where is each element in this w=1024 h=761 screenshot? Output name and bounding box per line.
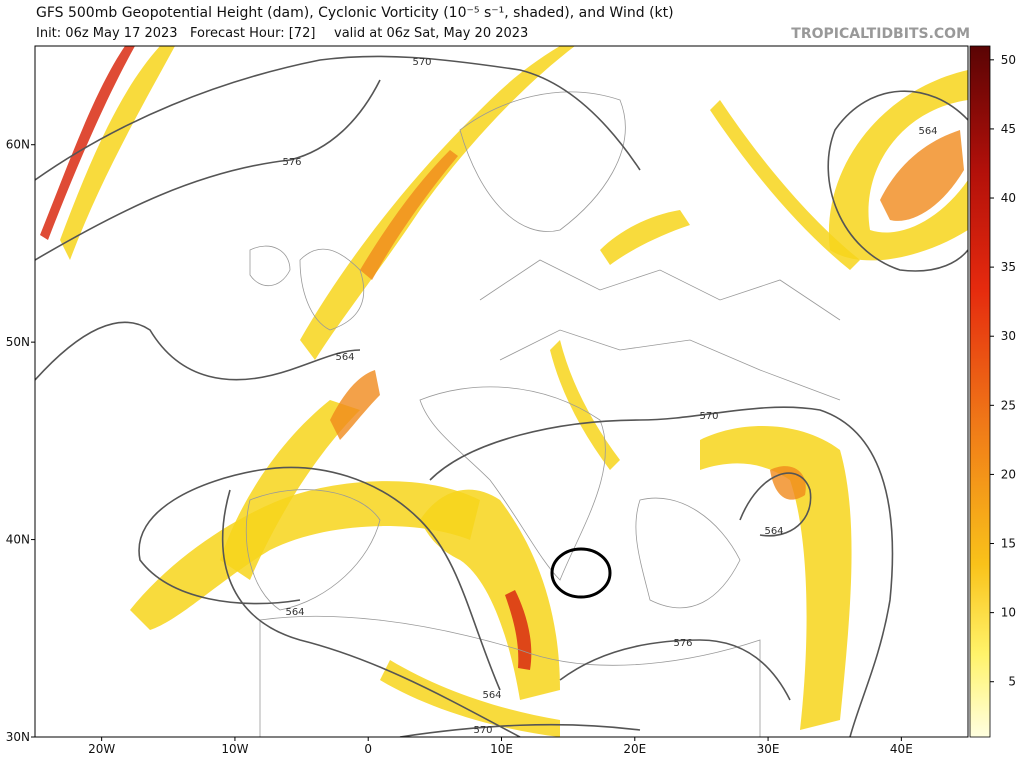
- colorbar-tick-label: 10: [1001, 606, 1016, 620]
- contour-label: 564: [285, 607, 304, 618]
- valid-time: valid at 06z Sat, May 20 2023: [334, 26, 528, 41]
- colorbar: [969, 45, 991, 738]
- y-tick-label: 30N: [6, 730, 30, 744]
- colorbar-tick-label: 50: [1001, 53, 1016, 67]
- x-tick-label: 0: [364, 742, 372, 756]
- map-area: 570 576 564 564 570 564 564 576 564 570: [35, 46, 968, 737]
- watermark: TROPICALTIDBITS.COM: [791, 26, 970, 42]
- contour-label: 564: [918, 126, 937, 137]
- height-contours: [35, 55, 968, 737]
- x-tick-label: 10W: [221, 742, 248, 756]
- contour-label: 564: [764, 526, 783, 537]
- vorticity-shading: [40, 46, 968, 737]
- contour-label: 576: [282, 157, 301, 168]
- x-tick-label: 40E: [890, 742, 913, 756]
- coastlines: [245, 91, 841, 737]
- contour-labels: 570 576 564 564 570 564 564 576 564 570: [282, 57, 937, 736]
- colorbar-tick-label: 20: [1001, 467, 1016, 481]
- x-tick-label: 10E: [490, 742, 513, 756]
- colorbar-tick-label: 45: [1001, 122, 1016, 136]
- colorbar-tick-label: 30: [1001, 329, 1016, 343]
- highlight-circle: [550, 547, 612, 599]
- y-tick-label: 60N: [6, 138, 30, 152]
- x-tick-label: 20W: [88, 742, 115, 756]
- contour-label: 570: [699, 411, 718, 422]
- colorbar-tick-label: 5: [1008, 675, 1016, 689]
- colorbar-tick-label: 25: [1001, 398, 1016, 412]
- colorbar-tick-label: 15: [1001, 537, 1016, 551]
- x-tick-label: 30E: [757, 742, 780, 756]
- contour-label: 570: [473, 725, 492, 736]
- contour-label: 570: [412, 57, 431, 68]
- title: GFS 500mb Geopotential Height (dam), Cyc…: [36, 5, 674, 21]
- contour-label: 564: [482, 690, 501, 701]
- x-tick-label: 20E: [623, 742, 646, 756]
- colorbar-tick-label: 40: [1001, 191, 1016, 205]
- y-tick-label: 40N: [6, 533, 30, 547]
- contour-label: 576: [673, 638, 692, 649]
- contour-label: 564: [335, 352, 354, 363]
- forecast-hour: Forecast Hour: [72]: [190, 26, 315, 41]
- init-time: Init: 06z May 17 2023: [36, 26, 178, 41]
- y-tick-label: 50N: [6, 335, 30, 349]
- colorbar-tick-label: 35: [1001, 260, 1016, 274]
